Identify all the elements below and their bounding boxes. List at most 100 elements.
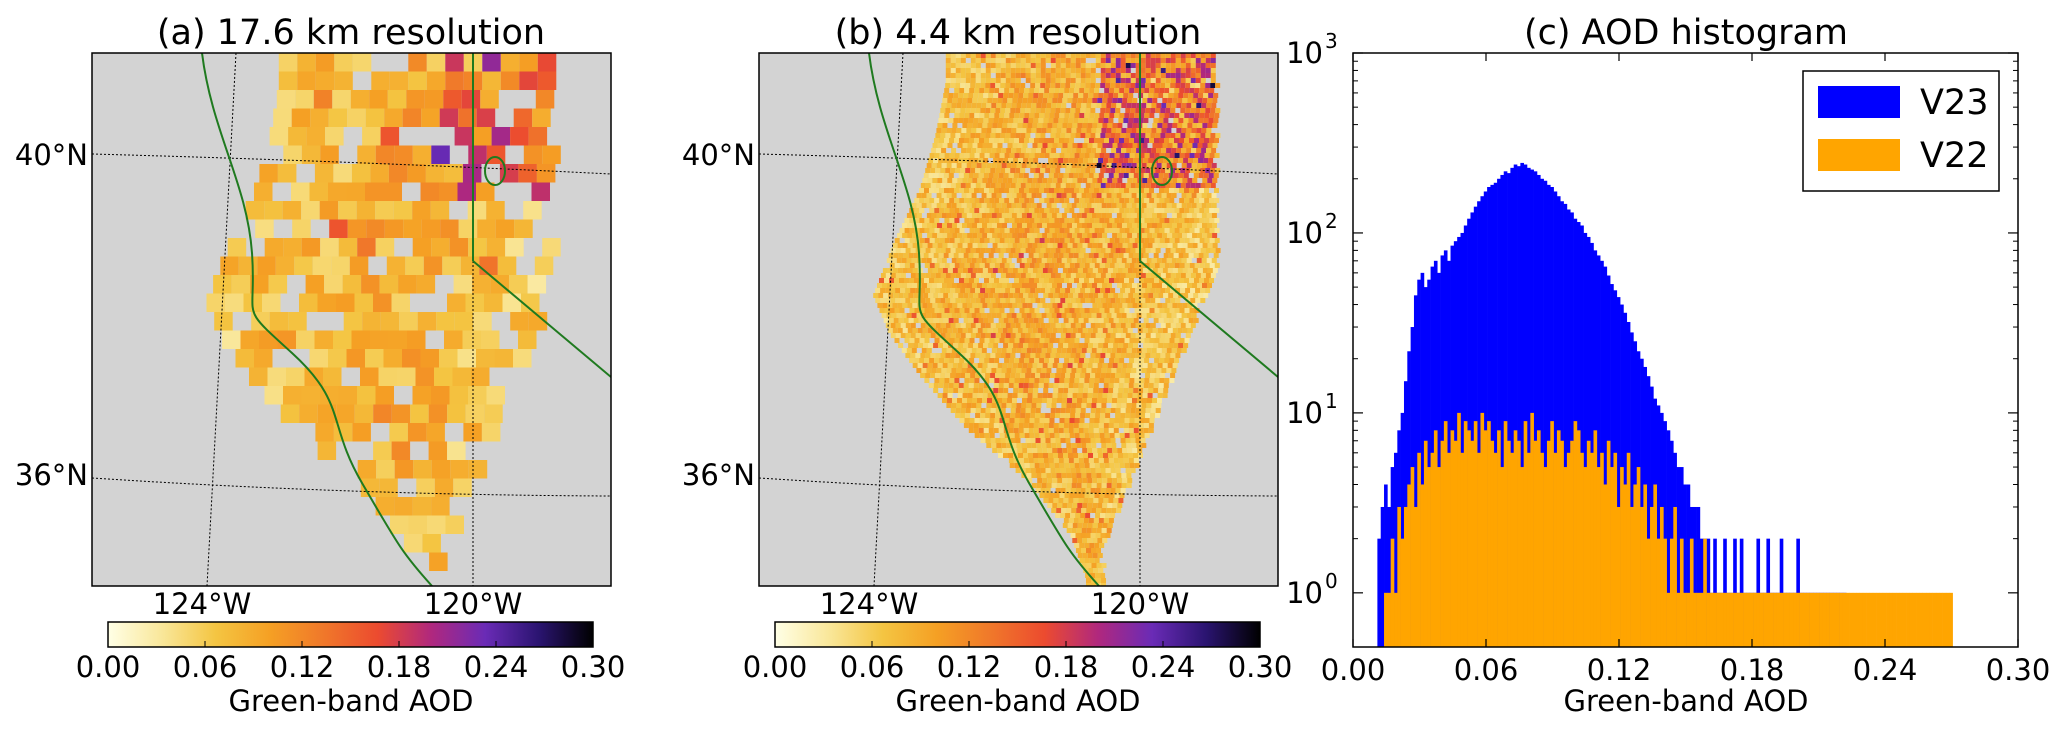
aod-cell: [1053, 498, 1059, 503]
aod-cell: [1041, 128, 1047, 133]
aod-cell: [1079, 418, 1085, 423]
aod-cell: [1000, 68, 1006, 73]
aod-cell: [1088, 458, 1094, 463]
aod-cell: [1030, 373, 1036, 378]
aod-cell: [968, 318, 974, 323]
aod-cell: [1000, 248, 1006, 253]
aod-cell: [941, 128, 947, 133]
aod-cell: [1162, 268, 1168, 273]
aod-cell: [1040, 413, 1046, 418]
aod-cell: [974, 278, 979, 283]
aod-cell: [1163, 118, 1169, 123]
aod-cell: [235, 349, 254, 368]
aod-cell: [944, 218, 950, 223]
aod-cell: [1060, 298, 1066, 303]
aod-cell: [1048, 498, 1054, 503]
aod-cell: [1118, 383, 1124, 388]
aod-cell: [1002, 303, 1008, 308]
aod-cell: [1175, 183, 1181, 188]
aod-cell: [1089, 238, 1095, 243]
aod-cell: [980, 108, 986, 113]
aod-cell: [1059, 218, 1065, 223]
aod-cell: [334, 71, 353, 90]
aod-cell: [882, 268, 888, 273]
aod-cell: [1037, 328, 1043, 333]
aod-cell: [989, 338, 995, 343]
aod-cell: [1144, 308, 1150, 313]
aod-cell: [1132, 178, 1138, 183]
aod-cell: [1038, 173, 1044, 178]
aod-cell: [960, 248, 966, 253]
aod-cell: [1144, 138, 1149, 143]
aod-cell: [1174, 218, 1180, 223]
aod-cell: [1052, 223, 1057, 228]
aod-cell: [1208, 173, 1214, 178]
aod-cell: [1096, 578, 1101, 583]
aod-cell: [1032, 123, 1038, 128]
aod-cell: [452, 367, 471, 386]
aod-cell: [967, 398, 972, 403]
aod-cell: [1166, 368, 1172, 373]
aod-cell: [1074, 463, 1080, 468]
aod-cell: [980, 413, 986, 418]
aod-cell: [1111, 368, 1117, 373]
aod-cell: [1176, 258, 1182, 263]
aod-cell: [1002, 393, 1008, 398]
aod-cell: [1204, 88, 1210, 93]
aod-cell: [1105, 58, 1111, 63]
aod-cell: [1085, 468, 1091, 473]
aod-cell: [1144, 153, 1150, 158]
aod-cell: [388, 164, 408, 183]
aod-cell: [1153, 343, 1159, 348]
aod-cell: [1156, 213, 1162, 218]
aod-cell: [1159, 208, 1165, 213]
aod-cell: [1144, 278, 1149, 283]
panel-a-lat-label-36n: 36°N: [15, 458, 88, 492]
aod-cell: [1144, 378, 1150, 383]
aod-cell: [1024, 433, 1030, 438]
aod-cell: [1098, 388, 1104, 393]
aod-cell: [959, 308, 965, 313]
aod-cell: [1167, 123, 1173, 128]
aod-cell: [1132, 398, 1137, 403]
aod-cell: [1088, 423, 1094, 428]
aod-cell: [1180, 73, 1186, 78]
aod-cell: [1175, 248, 1181, 253]
aod-cell: [1124, 188, 1129, 193]
aod-cell: [1118, 498, 1124, 503]
aod-cell: [1194, 218, 1200, 223]
aod-cell: [1167, 363, 1173, 368]
aod-cell: [1104, 238, 1110, 243]
aod-cell: [942, 123, 948, 128]
aod-cell: [1032, 363, 1038, 368]
aod-cell: [1006, 128, 1012, 133]
aod-cell: [1184, 338, 1190, 343]
aod-cell: [1102, 283, 1107, 288]
aod-cell: [995, 63, 1001, 68]
aod-cell: [1090, 248, 1096, 253]
aod-cell: [1014, 358, 1020, 363]
aod-cell: [1054, 338, 1060, 343]
aod-cell: [918, 343, 924, 348]
aod-cell: [1179, 278, 1184, 283]
aod-cell: [1209, 113, 1215, 118]
aod-cell: [1204, 153, 1210, 158]
aod-cell: [944, 238, 950, 243]
aod-cell: [1026, 163, 1032, 168]
aod-cell: [1111, 148, 1117, 153]
aod-cell: [1190, 248, 1196, 253]
aod-cell: [1050, 58, 1056, 63]
aod-cell: [1070, 183, 1076, 188]
aod-cell: [886, 258, 892, 263]
aod-cell: [1188, 118, 1194, 123]
aod-cell: [994, 278, 999, 283]
aod-cell: [951, 203, 957, 208]
aod-cell: [995, 438, 1001, 443]
aod-cell: [955, 73, 961, 78]
aod-cell: [1189, 113, 1195, 118]
aod-cell: [919, 198, 925, 203]
aod-cell: [992, 143, 998, 148]
aod-cell: [1056, 163, 1062, 168]
aod-cell: [973, 118, 979, 123]
aod-cell: [1086, 128, 1092, 133]
